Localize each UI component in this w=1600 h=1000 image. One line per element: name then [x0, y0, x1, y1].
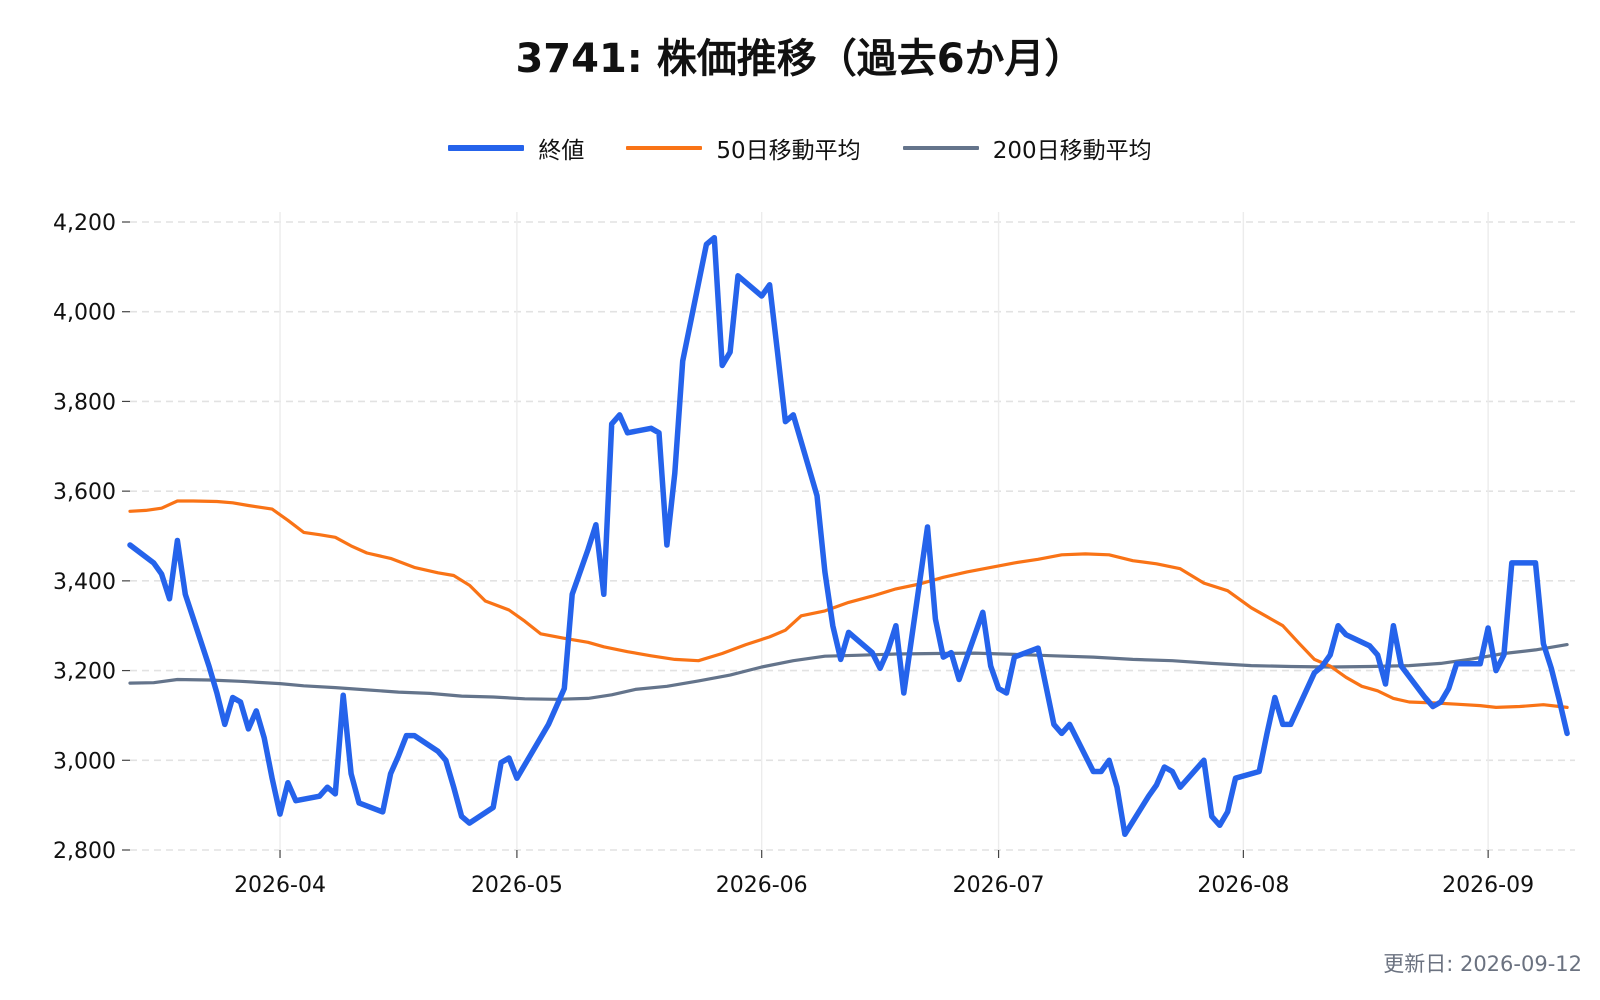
y-tick-label: 3,000	[53, 749, 116, 774]
y-tick-label: 3,400	[53, 570, 116, 595]
x-tick-label: 2026-06	[716, 873, 808, 898]
updated-date: 更新日: 2026-09-12	[1383, 952, 1582, 976]
legend-swatch-close	[448, 145, 525, 151]
series-line-close	[127, 234, 1570, 838]
x-tick-label: 2026-07	[953, 873, 1045, 898]
series-line-ma50	[128, 499, 1569, 710]
y-tick-label: 4,000	[53, 301, 116, 326]
series-layer	[127, 234, 1570, 838]
x-tick-label: 2026-05	[471, 873, 563, 898]
legend-swatch-ma200	[902, 146, 979, 150]
x-tick-label: 2026-04	[234, 873, 326, 898]
y-tick-label: 3,600	[53, 480, 116, 505]
y-tick-label: 2,800	[53, 839, 116, 864]
legend-item-close[interactable]: 終値	[448, 131, 584, 165]
chart-title: 3741: 株価推移（過去6か月）	[515, 36, 1085, 82]
axis-layer: 2,800 3,000 3,200 3,400 3,600 3,800 4,000 4,200…	[53, 211, 1534, 898]
legend-label-ma50: 50日移動平均	[716, 138, 861, 164]
series-line-ma200	[128, 642, 1569, 701]
legend-label-ma200: 200日移動平均	[992, 138, 1152, 164]
y-tick-label: 4,200	[53, 211, 116, 236]
legend-swatch-ma50	[626, 146, 703, 150]
legend-item-ma200[interactable]: 200日移動平均	[902, 131, 1152, 165]
y-tick-label: 3,800	[53, 390, 116, 415]
x-tick-label: 2026-09	[1442, 873, 1534, 898]
legend-item-ma50[interactable]: 50日移動平均	[626, 131, 861, 165]
x-tick-label: 2026-08	[1197, 873, 1289, 898]
legend: 終値 50日移動平均 200日移動平均	[0, 128, 1600, 168]
grid-layer	[130, 212, 1575, 851]
legend-label-close: 終値	[538, 138, 585, 164]
y-tick-label: 3,200	[53, 660, 116, 685]
